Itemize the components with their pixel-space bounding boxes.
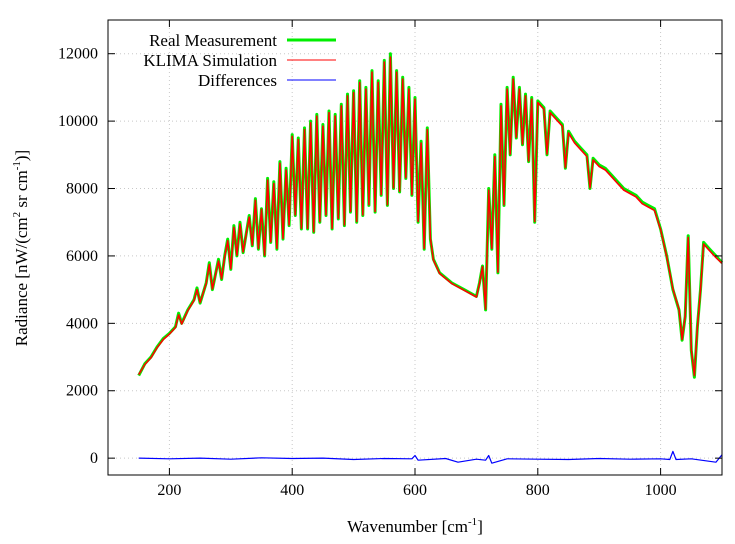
x-tick-label: 600: [403, 482, 427, 499]
y-tick-label: 6000: [66, 248, 98, 265]
y-tick-label: 10000: [58, 113, 98, 130]
legend-label: KLIMA Simulation: [143, 51, 277, 70]
legend-label: Differences: [198, 71, 277, 90]
series-line-differences: [138, 450, 723, 464]
x-tick-label: 1000: [645, 482, 677, 499]
series-line-klima-simulation: [138, 56, 723, 377]
y-tick-label: 0: [90, 450, 98, 467]
series-lines: [137, 52, 724, 464]
y-axis-label: Radiance [nW/(cm2 sr cm-1)]: [11, 150, 31, 346]
x-axis-label: Wavenumber [cm-1]: [347, 516, 483, 536]
y-tick-label: 12000: [58, 46, 98, 63]
x-tick-label: 400: [280, 482, 304, 499]
y-tick-label: 4000: [66, 315, 98, 332]
x-tick-label: 800: [526, 482, 550, 499]
y-tick-label: 2000: [66, 383, 98, 400]
axis-ticks: 200 400 600 800 1000020004000600080001000012…: [58, 20, 722, 499]
y-tick-label: 8000: [66, 181, 98, 198]
x-tick-label: 200: [157, 482, 181, 499]
legend-label: Real Measurement: [149, 31, 277, 50]
